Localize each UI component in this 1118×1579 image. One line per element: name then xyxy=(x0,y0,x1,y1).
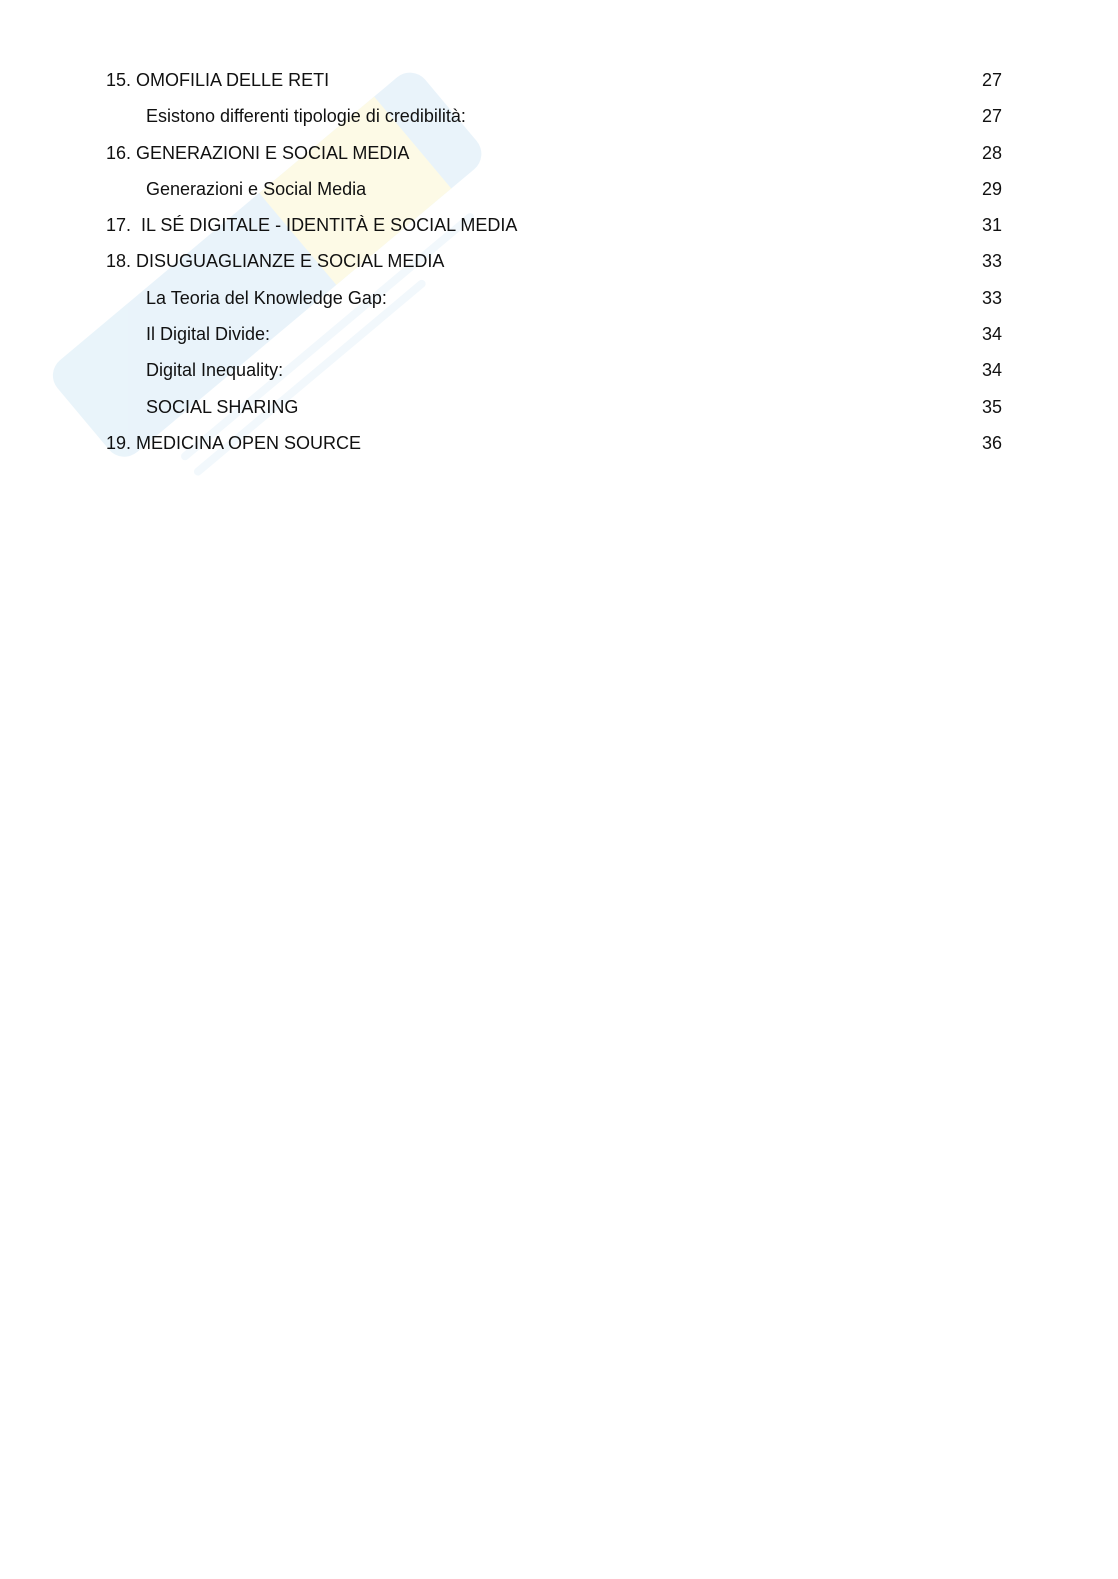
toc-entry[interactable]: 18. DISUGUAGLIANZE E SOCIAL MEDIA 33 xyxy=(0,243,1118,279)
toc-entry[interactable]: Digital Inequality: 34 xyxy=(0,352,1118,388)
toc-entry-title: 16. GENERAZIONI E SOCIAL MEDIA xyxy=(106,142,410,163)
toc-entry[interactable]: 16. GENERAZIONI E SOCIAL MEDIA 28 xyxy=(0,135,1118,171)
toc-entry-page: 33 xyxy=(981,251,1002,272)
toc-entry-page: 27 xyxy=(981,106,1002,127)
toc-entry[interactable]: 19. MEDICINA OPEN SOURCE 36 xyxy=(0,425,1118,461)
toc-entry[interactable]: 17. IL SÉ DIGITALE - IDENTITÀ E SOCIAL M… xyxy=(0,207,1118,243)
toc-entry[interactable]: SOCIAL SHARING 35 xyxy=(0,389,1118,425)
toc-entry[interactable]: La Teoria del Knowledge Gap: 33 xyxy=(0,280,1118,316)
toc-entry-title: 19. MEDICINA OPEN SOURCE xyxy=(106,432,362,453)
toc-entry-title: SOCIAL SHARING xyxy=(146,396,299,417)
toc-entry-page: 34 xyxy=(981,324,1002,345)
toc-entry-page: 29 xyxy=(981,178,1002,199)
toc-entry[interactable]: Esistono differenti tipologie di credibi… xyxy=(0,98,1118,134)
toc-entry-page: 33 xyxy=(981,287,1002,308)
toc-entry-page: 35 xyxy=(981,396,1002,417)
toc-entry[interactable]: Generazioni e Social Media 29 xyxy=(0,171,1118,207)
toc-entry-page: 36 xyxy=(981,432,1002,453)
toc-entry[interactable]: 15. OMOFILIA DELLE RETI 27 xyxy=(0,62,1118,98)
toc-entry-title: La Teoria del Knowledge Gap: xyxy=(146,287,387,308)
toc-entry-page: 34 xyxy=(981,360,1002,381)
toc-entry[interactable]: Il Digital Divide: 34 xyxy=(0,316,1118,352)
toc-entry-page: 27 xyxy=(981,70,1002,90)
toc-entry-title: Il Digital Divide: xyxy=(146,324,271,345)
toc-entry-page: 31 xyxy=(981,215,1002,236)
toc-entry-title: 18. DISUGUAGLIANZE E SOCIAL MEDIA xyxy=(106,251,445,272)
toc-entry-title: Esistono differenti tipologie di credibi… xyxy=(146,106,466,127)
toc-entry-title: Digital Inequality: xyxy=(146,360,284,381)
toc-entry-title: Generazioni e Social Media xyxy=(146,178,367,199)
toc-entry-title: 17. IL SÉ DIGITALE - IDENTITÀ E SOCIAL M… xyxy=(106,215,518,236)
table-of-contents: 15. OMOFILIA DELLE RETI 27 Esistono differ… xyxy=(0,62,1118,461)
toc-entry-page: 28 xyxy=(981,142,1002,163)
toc-entry-title: 15. OMOFILIA DELLE RETI xyxy=(106,70,330,90)
